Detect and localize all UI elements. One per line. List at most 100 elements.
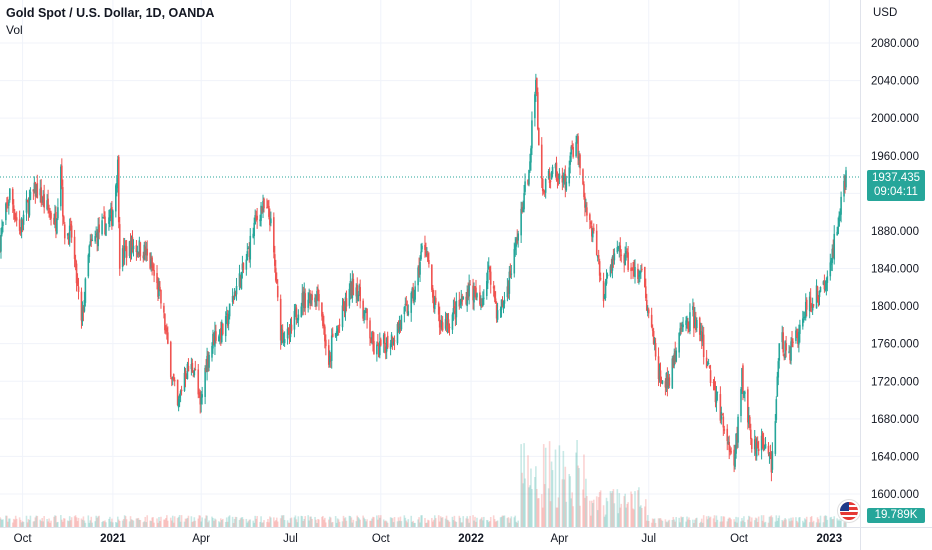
volume-bar [335, 522, 338, 527]
candle-body [437, 303, 440, 315]
candle-body [831, 248, 834, 263]
candle-body [492, 286, 495, 289]
volume-bar [613, 503, 616, 527]
candle-body [736, 435, 738, 441]
volume-bar [679, 522, 681, 527]
candle-body [755, 442, 758, 457]
volume-bar [112, 522, 114, 527]
candle-body [740, 389, 742, 417]
volume-bar [137, 517, 140, 527]
volume-bar [681, 517, 683, 527]
volume-bar [331, 521, 334, 527]
candle-body [419, 261, 421, 275]
y-tick-label: 1680.000 [871, 414, 919, 426]
volume-bar [529, 485, 531, 527]
volume-bar [825, 515, 828, 527]
candle-body [476, 293, 478, 298]
volume-bar [334, 516, 337, 527]
volume-bar [472, 515, 474, 527]
candle-body [425, 251, 427, 254]
volume-bar [363, 517, 365, 527]
candle-body [586, 207, 588, 216]
volume-bar [349, 516, 352, 527]
candle-body [714, 385, 717, 403]
volume-bar [721, 521, 724, 527]
candle-body [763, 449, 766, 451]
candle-body [744, 392, 746, 394]
volume-indicator-label[interactable]: Vol [6, 23, 23, 37]
volume-bar [775, 515, 778, 527]
volume-bar [248, 519, 251, 527]
candle-body [167, 332, 169, 344]
volume-bar [433, 515, 436, 527]
candle-body [788, 351, 790, 353]
volume-bar [616, 489, 619, 527]
candle-body [232, 295, 235, 299]
volume-bar [2, 519, 4, 527]
candle-body [761, 434, 764, 440]
candle-body [448, 326, 451, 328]
candle-body [22, 214, 25, 225]
volume-bar [275, 517, 278, 527]
candle-body [748, 415, 750, 425]
candle-body [728, 441, 731, 451]
candle-body [651, 329, 654, 331]
candle-body [702, 334, 705, 358]
candle-body [158, 287, 160, 297]
volume-bar [0, 517, 1, 527]
candle-body [799, 324, 801, 334]
volume-bar [89, 520, 92, 527]
candle-body [356, 284, 359, 300]
candle-body [403, 307, 406, 315]
candle-body [186, 363, 189, 379]
volume-bar [831, 519, 834, 527]
candle-body [741, 368, 743, 387]
candle-body [94, 236, 96, 242]
candle-body [679, 328, 681, 335]
candle-body [363, 310, 365, 317]
volume-bar [47, 521, 49, 527]
volume-bar [39, 519, 42, 527]
candle-body [34, 182, 37, 197]
candle-body [630, 267, 632, 272]
volume-bar [524, 478, 526, 527]
candle-body [331, 333, 334, 338]
volume-bar [776, 520, 779, 527]
y-tick-label: 1880.000 [871, 226, 919, 238]
candle-body [454, 310, 457, 320]
candle-body [530, 148, 532, 163]
candle-body [695, 317, 697, 331]
candle-body [520, 208, 522, 236]
volume-bar [356, 515, 359, 527]
candle-body [163, 305, 165, 313]
volume-bar [740, 521, 742, 527]
volume-bar [756, 521, 759, 527]
us-flag-icon[interactable] [838, 500, 860, 522]
volume-bar [719, 521, 722, 527]
candle-body [238, 273, 241, 287]
volume-bar [393, 517, 396, 527]
candle-body [434, 297, 437, 303]
candle-body [596, 255, 599, 258]
volume-bar [384, 520, 387, 527]
candle-body [803, 316, 806, 318]
volume-bar [274, 521, 276, 527]
candle-body [844, 181, 846, 189]
volume-bar [225, 517, 228, 527]
candle-body [544, 179, 547, 193]
candle-body [137, 252, 140, 255]
volume-bar [578, 468, 580, 527]
candle-body [603, 295, 606, 299]
candle-body [432, 288, 434, 298]
candle-body [653, 340, 656, 345]
volume-bar [837, 520, 839, 527]
volume-bar [167, 520, 169, 527]
volume-bar [358, 518, 361, 527]
volume-bar [612, 489, 615, 527]
volume-bar [303, 519, 306, 527]
candle-body [373, 341, 375, 354]
candle-body [845, 170, 847, 188]
candle-body [144, 246, 147, 256]
symbol-title[interactable]: Gold Spot / U.S. Dollar, 1D, OANDA [6, 6, 215, 20]
